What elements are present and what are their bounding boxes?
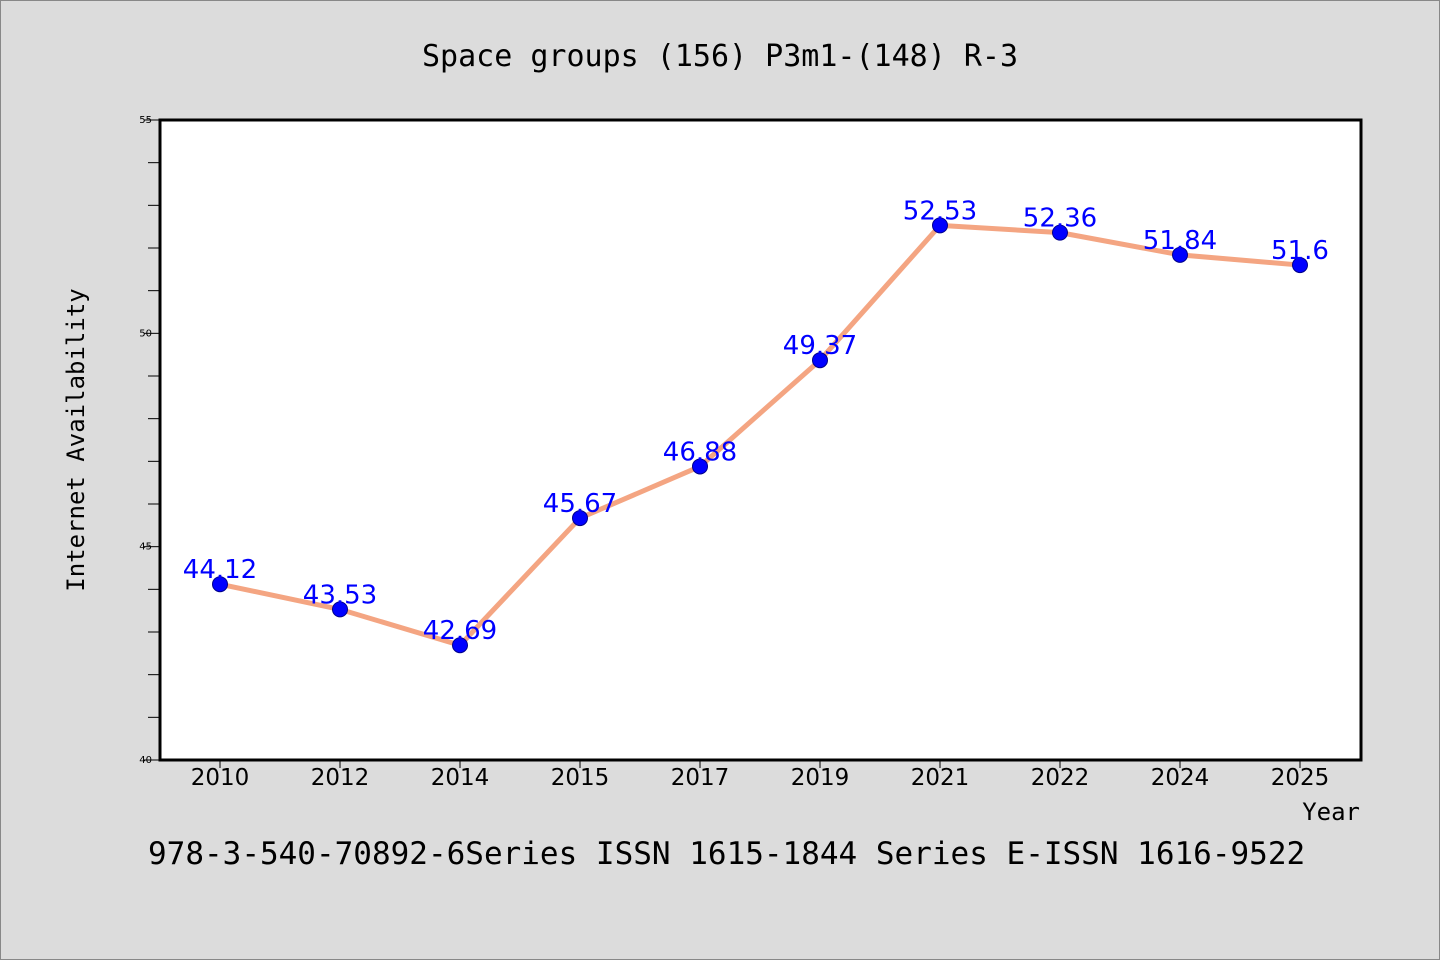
- x-axis-title: Year: [1302, 798, 1360, 826]
- data-label: 51.6: [1271, 236, 1329, 266]
- data-label: 52.36: [1023, 204, 1097, 234]
- x-tick-label: 2014: [431, 765, 490, 791]
- data-label: 43.53: [303, 580, 377, 610]
- data-point: [332, 601, 348, 618]
- x-tick-label: 2010: [191, 765, 250, 791]
- y-tick-label: 40: [139, 755, 152, 766]
- x-tick-label: 2022: [1031, 765, 1090, 791]
- data-label: 51.84: [1143, 226, 1217, 256]
- x-axis: 2010 2012 2014 2015 2017 2019 2021 2022 2024 2025: [191, 760, 1330, 791]
- data-point: [1172, 246, 1188, 263]
- data-label: 42.69: [423, 616, 497, 646]
- chart-title: Space groups (156) P3m1-(148) R-3: [422, 39, 1018, 74]
- x-tick-label: 2015: [551, 765, 610, 791]
- footer-text: 978-3-540-70892-6Series ISSN 1615-1844 S…: [148, 836, 1305, 872]
- data-point: [812, 352, 828, 369]
- x-tick-label: 2024: [1151, 765, 1210, 791]
- series-line: [219, 222, 1301, 648]
- data-point: [1292, 257, 1308, 274]
- x-tick-label: 2021: [911, 765, 970, 791]
- x-tick-label: 2025: [1271, 765, 1330, 791]
- y-tick-label: 50: [139, 328, 152, 339]
- data-label: 46.88: [663, 437, 737, 467]
- y-axis: 40 45 50 55: [139, 115, 160, 766]
- data-label: 44.12: [183, 555, 257, 585]
- data-label: 45.67: [543, 489, 617, 519]
- series-layer: 44.12 43.53 42.69 45.67 46.88 49.37 52.53 52.36…: [183, 196, 1329, 654]
- data-label: 52.53: [903, 196, 977, 226]
- data-point: [692, 458, 708, 475]
- y-tick-label: 45: [139, 542, 152, 553]
- y-axis-title: Internet Availability: [62, 288, 90, 591]
- data-point: [212, 576, 228, 593]
- y-tick-label: 55: [139, 115, 152, 126]
- x-tick-label: 2017: [671, 765, 730, 791]
- data-point: [452, 637, 468, 654]
- x-tick-label: 2012: [311, 765, 370, 791]
- data-label: 49.37: [783, 331, 857, 361]
- x-tick-label: 2019: [791, 765, 850, 791]
- plot-area: [158, 118, 1363, 762]
- data-point: [572, 510, 588, 527]
- data-point: [1052, 224, 1068, 241]
- data-point: [932, 217, 948, 234]
